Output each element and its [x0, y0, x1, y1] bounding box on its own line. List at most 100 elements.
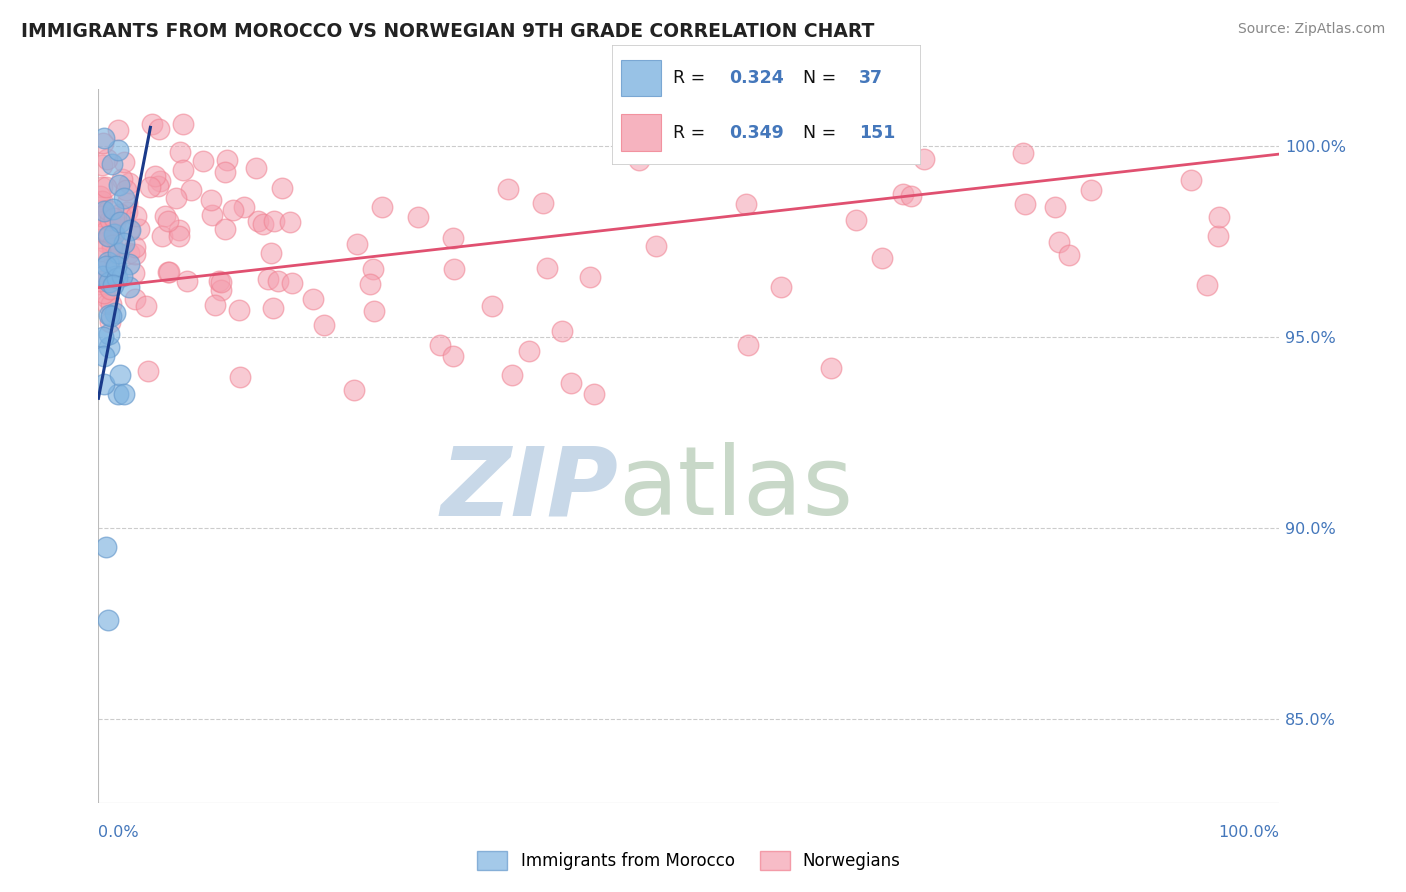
Point — [91, 269, 114, 284]
Point — [94, 179, 117, 194]
Point — [343, 383, 366, 397]
Point — [429, 337, 451, 351]
Point — [89, 244, 111, 259]
Point — [262, 301, 284, 315]
Text: N =: N = — [803, 70, 842, 87]
Point — [115, 183, 138, 197]
Point — [89, 195, 111, 210]
Text: 0.349: 0.349 — [730, 123, 785, 142]
Point — [204, 298, 226, 312]
Point — [111, 268, 134, 283]
Point — [228, 303, 250, 318]
Point — [371, 200, 394, 214]
Point — [441, 349, 464, 363]
Legend: Immigrants from Morocco, Norwegians: Immigrants from Morocco, Norwegians — [471, 844, 907, 877]
Point — [108, 368, 131, 383]
Point — [551, 324, 574, 338]
Point — [531, 195, 554, 210]
Point — [89, 264, 111, 278]
Point — [90, 179, 112, 194]
Point — [222, 202, 245, 217]
Point — [100, 241, 122, 255]
Point — [94, 540, 117, 554]
Point — [267, 274, 290, 288]
Point — [501, 368, 523, 383]
Point — [891, 186, 914, 201]
Point — [100, 237, 122, 252]
Point — [169, 145, 191, 159]
Point — [90, 194, 112, 208]
Point — [363, 304, 385, 318]
Point — [560, 376, 582, 390]
Point — [214, 165, 236, 179]
Point — [167, 223, 190, 237]
Point — [820, 360, 842, 375]
Point — [245, 161, 267, 175]
Point — [125, 209, 148, 223]
Point — [93, 204, 115, 219]
Point — [870, 251, 893, 265]
Point — [108, 178, 131, 192]
Point — [91, 330, 114, 344]
Point — [115, 205, 138, 219]
Point — [1080, 182, 1102, 196]
Point — [536, 261, 558, 276]
Point — [107, 245, 129, 260]
Point — [263, 213, 285, 227]
Point — [107, 143, 129, 157]
Point — [91, 158, 114, 172]
Point — [723, 117, 745, 131]
Point — [1043, 201, 1066, 215]
Point — [165, 190, 187, 204]
Point — [103, 202, 125, 216]
Point — [1180, 172, 1202, 186]
Point — [441, 231, 464, 245]
Point — [408, 210, 430, 224]
Point — [172, 117, 194, 131]
Point — [211, 275, 233, 289]
Point — [200, 193, 222, 207]
Point — [108, 207, 131, 221]
Point — [1208, 210, 1230, 224]
Point — [737, 338, 759, 352]
Point — [101, 273, 124, 287]
Point — [118, 223, 141, 237]
Point — [157, 265, 180, 279]
Point — [107, 270, 129, 285]
Point — [627, 153, 650, 168]
Point — [98, 281, 121, 295]
Point — [135, 299, 157, 313]
Point — [112, 191, 135, 205]
Point — [89, 212, 111, 227]
Point — [96, 297, 118, 311]
Point — [89, 277, 111, 292]
Point — [97, 255, 120, 269]
Point — [112, 387, 135, 401]
Point — [118, 177, 141, 191]
Point — [443, 261, 465, 276]
Point — [301, 292, 323, 306]
Point — [359, 277, 381, 292]
Point — [101, 157, 124, 171]
Point — [93, 285, 115, 300]
Point — [98, 315, 121, 329]
Point — [155, 209, 177, 223]
Point — [112, 155, 135, 169]
Text: N =: N = — [803, 123, 842, 142]
Text: 0.324: 0.324 — [730, 70, 785, 87]
Point — [89, 188, 111, 202]
Point — [252, 217, 274, 231]
Text: R =: R = — [673, 123, 711, 142]
Point — [91, 203, 114, 218]
Point — [118, 256, 141, 270]
Point — [101, 278, 124, 293]
Point — [1059, 248, 1081, 262]
Point — [104, 246, 127, 260]
Point — [233, 200, 256, 214]
Point — [579, 270, 602, 285]
Point — [912, 152, 935, 166]
Point — [157, 265, 180, 279]
Point — [101, 226, 124, 240]
Point — [735, 196, 758, 211]
Point — [644, 239, 666, 253]
